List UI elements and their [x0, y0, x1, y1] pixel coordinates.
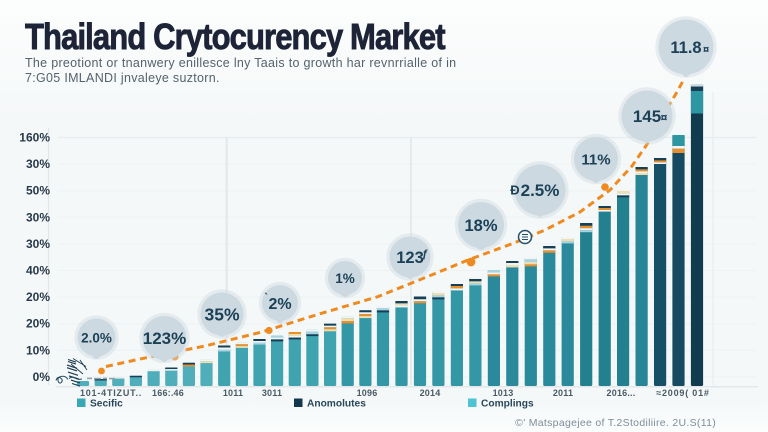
svg-text:2.0%: 2.0% — [81, 330, 112, 345]
svg-text:18%: 18% — [464, 217, 497, 235]
svg-text:145: 145 — [633, 107, 661, 126]
svg-text:©' Matspagejee of T.2Stodiliir: ©' Matspagejee of T.2Stodiliire. 2U.S(11… — [515, 417, 716, 429]
svg-text:40%: 40% — [26, 264, 50, 278]
svg-text:Đ: Đ — [510, 183, 519, 198]
svg-text:≈2009( 01#: ≈2009( 01# — [656, 388, 709, 398]
svg-text:1013: 1013 — [493, 388, 514, 398]
svg-text:50%: 50% — [26, 184, 50, 198]
svg-text:11%: 11% — [581, 151, 610, 168]
svg-text:¤: ¤ — [703, 44, 709, 56]
svg-text:Anomolutes: Anomolutes — [307, 399, 366, 410]
svg-text:1096: 1096 — [357, 388, 378, 398]
svg-text:2011: 2011 — [553, 388, 573, 398]
svg-text:The preotiont or tnanwery enil: The preotiont or tnanwery enillesce lny … — [25, 56, 456, 70]
svg-text:123: 123 — [396, 249, 424, 267]
svg-text:1%: 1% — [335, 271, 355, 286]
svg-text:3011: 3011 — [262, 388, 282, 398]
svg-text:2016...: 2016... — [607, 388, 636, 398]
svg-text:7:G05 IMLANDI jnvaleye suztorn: 7:G05 IMLANDI jnvaleye suztorn. — [25, 71, 220, 85]
svg-text:Complings: Complings — [481, 399, 534, 410]
svg-text:2014: 2014 — [420, 388, 441, 398]
svg-text:123%: 123% — [143, 329, 186, 348]
svg-text:35%: 35% — [204, 304, 239, 324]
svg-text:20%: 20% — [26, 290, 50, 304]
svg-text:2.5%: 2.5% — [521, 181, 560, 200]
svg-text:30%: 30% — [26, 157, 50, 171]
svg-text:Thailand Crytocurency Market: Thailand Crytocurency Market — [25, 18, 445, 58]
svg-text:101-4TIZUT..: 101-4TIZUT.. — [80, 388, 142, 398]
svg-text:11.8: 11.8 — [670, 39, 701, 57]
svg-text:10%: 10% — [26, 343, 50, 357]
svg-text:20%: 20% — [26, 317, 50, 331]
svg-text:0%: 0% — [33, 370, 51, 384]
svg-text:¤: ¤ — [661, 110, 668, 124]
svg-text:ˋ: ˋ — [264, 290, 268, 304]
svg-text:ƒ: ƒ — [422, 248, 428, 260]
svg-text:2%: 2% — [268, 296, 291, 313]
svg-text:30%: 30% — [26, 210, 50, 224]
svg-text:1011: 1011 — [223, 388, 243, 398]
svg-text:30%: 30% — [26, 237, 50, 251]
svg-text:160%: 160% — [19, 131, 50, 145]
svg-text:166:.46: 166:.46 — [152, 388, 184, 398]
svg-text:Secific: Secific — [90, 399, 123, 410]
